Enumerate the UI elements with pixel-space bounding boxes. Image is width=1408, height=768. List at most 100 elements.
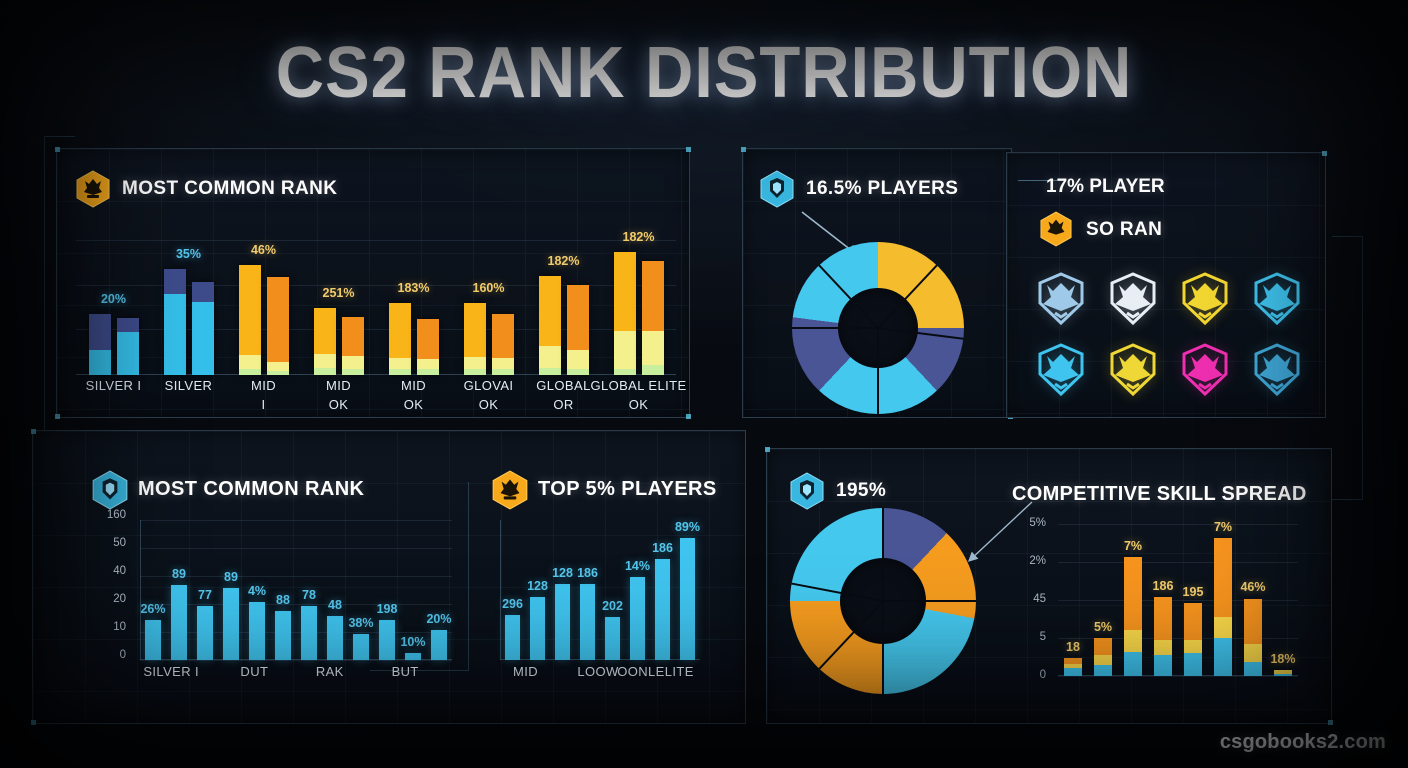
bar	[505, 615, 520, 660]
bar	[641, 261, 664, 375]
bar-segment	[1273, 674, 1293, 676]
bar-value-label: 48	[328, 597, 342, 612]
bar-segment	[613, 252, 636, 332]
header-competitive-skill-spread: COMPETITIVE SKILL SPREAD	[1012, 483, 1307, 505]
bar-segment	[416, 369, 439, 375]
chart-gridline	[140, 660, 452, 661]
bar-segment	[1093, 638, 1113, 655]
chart-most-common-rank-stacked: 20% 35% 46% 251% 183% 160% 182% 182%	[76, 230, 676, 375]
bar-segment	[641, 364, 664, 375]
bar-value-label: 46%	[250, 242, 277, 257]
rank-badge-4[interactable]	[1244, 266, 1310, 331]
bar-segment	[1243, 598, 1263, 645]
bar-segment	[388, 369, 411, 375]
bar-segment	[613, 331, 636, 370]
bar-value-label: 198	[376, 602, 398, 617]
category-label-line2: I	[261, 397, 266, 412]
bar	[378, 620, 396, 660]
chart-top-5-players: 296 128 128 186 202 14% 186 89%	[500, 520, 700, 660]
rank-badge-1-glyph	[1038, 271, 1084, 325]
bar-value-label: 46%	[1240, 580, 1266, 595]
bar-segment	[341, 316, 364, 356]
corner-dot	[31, 720, 36, 725]
bar-segment	[1243, 662, 1263, 676]
bar-segment	[238, 369, 261, 375]
bar-segment	[1183, 603, 1203, 640]
header-top-5-players: TOP 5% PLAYERS	[492, 470, 717, 510]
bar	[300, 606, 318, 660]
blue-hex-shield-icon	[790, 472, 824, 510]
bar-segment	[641, 331, 664, 365]
header-label: TOP 5% PLAYERS	[538, 477, 717, 500]
bar	[463, 303, 486, 375]
bar-segment	[1153, 654, 1173, 676]
bar-value-label: 186	[577, 566, 598, 581]
bar-value-label: 88	[276, 593, 290, 607]
page-title: CS2 RANK DISTRIBUTION	[275, 33, 1133, 113]
bar-segment	[1213, 616, 1233, 638]
category-label-line2: OR	[553, 397, 574, 412]
bar-segment	[191, 301, 214, 375]
corner-dot	[1328, 720, 1333, 725]
bar	[1213, 537, 1233, 676]
bar-segment	[463, 357, 486, 370]
rank-badge-grid	[1028, 266, 1310, 402]
category-label-line2: OK	[628, 397, 649, 412]
bar-segment	[613, 369, 636, 375]
bar-segment	[566, 285, 589, 351]
category-label: MID	[400, 378, 427, 393]
bl-connector-bracket	[370, 482, 469, 671]
bar-segment	[641, 261, 664, 332]
rank-badge-6[interactable]	[1100, 337, 1166, 402]
bar	[191, 281, 214, 375]
bar-value-label: 5%	[1093, 620, 1113, 634]
y-axis-tick-label: 0	[119, 649, 126, 661]
rank-badge-4-glyph	[1254, 271, 1300, 325]
chart-bl-category-labels: SILVER I DUT RAK BUT	[140, 664, 452, 686]
chart-gridline	[76, 284, 676, 286]
bar	[491, 314, 514, 375]
category-label-line2: OK	[328, 397, 349, 412]
category-label: GLOVAI	[463, 378, 514, 393]
header-most-common-rank-bars: MOST COMMON RANK	[92, 470, 364, 510]
rank-badge-5[interactable]	[1028, 337, 1094, 402]
bar-segment	[388, 303, 411, 359]
chart-gridline	[76, 329, 676, 331]
bar-value-label: 182%	[622, 230, 655, 245]
bar-segment	[1123, 630, 1143, 652]
bar-segment	[538, 276, 561, 346]
bar-segment	[341, 355, 364, 370]
bar	[116, 317, 139, 375]
bar	[170, 585, 188, 660]
rank-badge-7[interactable]	[1172, 337, 1238, 402]
bar-value-label: 20%	[100, 292, 127, 307]
bar-value-label: 14%	[624, 559, 651, 574]
bar	[238, 264, 261, 375]
rank-badge-8[interactable]	[1244, 337, 1310, 402]
y-axis-tick-label: 160	[106, 509, 126, 521]
category-label: SILVER I	[85, 378, 142, 393]
bar	[352, 634, 370, 660]
bar-segment	[491, 369, 514, 375]
bar	[248, 601, 266, 660]
bar-value-label: 18	[1066, 639, 1080, 654]
bar-segment	[191, 281, 214, 302]
category-label: BUT	[391, 664, 419, 679]
bar-value-label: 251%	[322, 285, 355, 300]
rank-badge-3[interactable]	[1172, 266, 1238, 331]
category-label: SILVER	[164, 378, 213, 393]
rank-badge-1[interactable]	[1028, 266, 1094, 331]
bar-segment	[341, 369, 364, 375]
corner-dot	[55, 147, 60, 152]
bar-segment	[88, 350, 111, 375]
bar-segment	[491, 314, 514, 359]
bar-value-label: 128	[527, 579, 548, 593]
donut-separator	[877, 328, 879, 414]
rank-badge-2[interactable]	[1100, 266, 1166, 331]
panel-bottom-left	[31, 429, 746, 725]
header-badges-players: 17% PLAYER	[1046, 176, 1165, 197]
chart-y-axis-line	[140, 520, 141, 660]
bar-value-label: 7%	[1213, 519, 1233, 534]
y-axis-tick-label: 5	[1039, 631, 1046, 643]
bar	[196, 606, 214, 660]
